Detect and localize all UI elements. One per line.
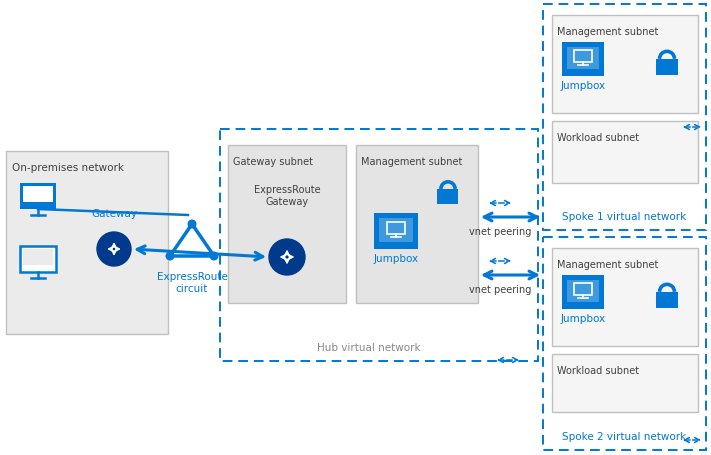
Text: Management subnet: Management subnet: [557, 27, 658, 37]
Bar: [567, 280, 599, 302]
Text: Workload subnet: Workload subnet: [557, 365, 639, 375]
Bar: [379, 218, 413, 243]
Text: Jumpbox: Jumpbox: [373, 253, 419, 263]
Bar: [562, 43, 604, 77]
Text: VM: VM: [578, 56, 588, 62]
Bar: [552, 122, 698, 184]
Circle shape: [97, 233, 131, 267]
Circle shape: [188, 220, 196, 229]
Bar: [552, 354, 698, 412]
Text: Jumpbox: Jumpbox: [560, 81, 606, 91]
Circle shape: [210, 252, 218, 261]
Text: Spoke 1 virtual network: Spoke 1 virtual network: [562, 212, 687, 222]
Text: Gateway: Gateway: [91, 208, 137, 218]
Bar: [656, 292, 678, 308]
Text: Management subnet: Management subnet: [361, 157, 462, 167]
Text: VM: VM: [578, 288, 588, 294]
Bar: [437, 190, 459, 205]
Text: NSG: NSG: [658, 296, 676, 304]
Text: ExpressRoute
Gateway: ExpressRoute Gateway: [254, 184, 321, 207]
Bar: [6, 152, 168, 334]
Text: vnet peering: vnet peering: [469, 227, 531, 237]
Bar: [552, 248, 698, 346]
Bar: [574, 283, 592, 295]
Text: vnet peering: vnet peering: [469, 284, 531, 294]
Circle shape: [269, 239, 305, 275]
Bar: [567, 48, 599, 70]
Text: ExpressRoute
circuit: ExpressRoute circuit: [156, 271, 228, 293]
Text: On-premises network: On-premises network: [12, 162, 124, 172]
Bar: [228, 146, 346, 303]
Bar: [20, 184, 56, 210]
Bar: [356, 146, 478, 303]
Text: Spoke 2 virtual network: Spoke 2 virtual network: [562, 431, 687, 441]
Bar: [23, 249, 53, 265]
Text: Jumpbox: Jumpbox: [560, 313, 606, 324]
Circle shape: [166, 252, 174, 261]
Text: VM: VM: [391, 228, 401, 233]
Text: Gateway subnet: Gateway subnet: [233, 157, 313, 167]
Bar: [552, 16, 698, 114]
Text: Workload subnet: Workload subnet: [557, 133, 639, 143]
Text: Hub virtual network: Hub virtual network: [317, 342, 421, 352]
Bar: [562, 275, 604, 309]
Bar: [20, 247, 56, 273]
Bar: [374, 213, 418, 249]
Bar: [656, 60, 678, 76]
Text: NSG: NSG: [658, 63, 676, 72]
Bar: [574, 51, 592, 63]
Bar: [23, 187, 53, 202]
Bar: [387, 222, 405, 234]
Text: NSG: NSG: [439, 192, 457, 202]
Text: Management subnet: Management subnet: [557, 259, 658, 269]
